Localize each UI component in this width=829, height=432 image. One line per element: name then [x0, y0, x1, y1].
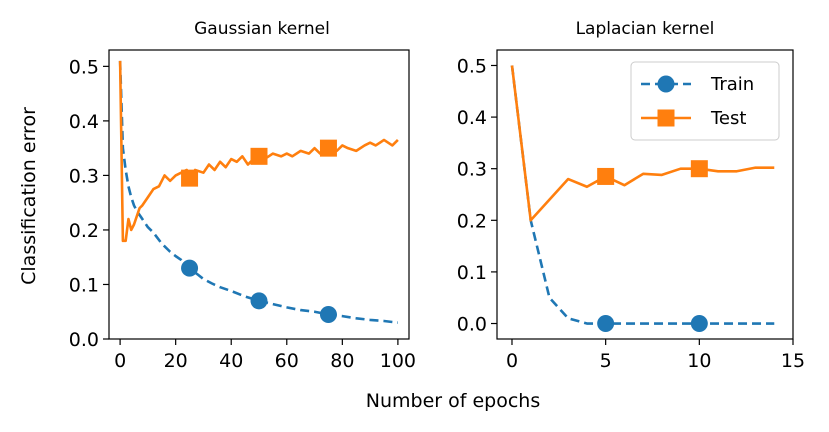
data-point-train	[319, 305, 337, 323]
x-tick-label: 10	[687, 350, 711, 372]
y-tick-label: 0.5	[457, 55, 487, 77]
series-line-test	[118, 60, 399, 243]
x-tick-label: 40	[219, 350, 243, 372]
x-tick-label: 100	[380, 350, 416, 372]
legend-label: Test	[710, 108, 746, 129]
x-tick-label: 0	[506, 350, 518, 372]
plot-frame	[496, 49, 794, 340]
y-tick-label: 0.3	[457, 159, 487, 181]
data-point-test	[690, 160, 708, 178]
y-tick-label: 0.2	[69, 220, 99, 242]
x-tick-label: 20	[164, 350, 188, 372]
y-tick-label: 0.2	[457, 210, 487, 232]
series-line-train	[510, 65, 775, 325]
data-point-train	[250, 292, 268, 310]
x-axis-label: Number of epochs	[366, 390, 540, 412]
y-tick-label: 0.0	[69, 329, 99, 351]
series-line-test	[510, 65, 775, 222]
legend-marker-train	[657, 75, 675, 93]
legend-label: Train	[710, 74, 754, 95]
plot-frame	[108, 49, 410, 340]
y-tick-label: 0.1	[457, 262, 487, 284]
y-tick-label: 0.0	[457, 314, 487, 336]
legend-marker-test	[657, 109, 675, 127]
gaussian-panel: Gaussian kernel Classification error 0 20…	[18, 19, 416, 372]
y-tick-label: 0.3	[69, 165, 99, 187]
x-tick-label: 15	[781, 350, 805, 372]
data-point-train	[181, 259, 199, 277]
y-tick-label: 0.4	[457, 107, 487, 129]
legend-box	[630, 61, 780, 141]
x-tick-label: 80	[330, 350, 354, 372]
series-line-train	[118, 60, 399, 324]
data-point-test	[250, 147, 268, 165]
laplacian-panel: Laplacian kernel 0 5 10 15 0.0 0.1 0.2 0.3 0.4 0.…	[457, 19, 805, 372]
y-axis-label: Classification error	[18, 107, 40, 285]
x-tick-label: 5	[600, 350, 612, 372]
chart-title: Gaussian kernel	[194, 19, 330, 39]
data-point-test	[597, 167, 615, 185]
data-point-train	[690, 315, 708, 333]
data-point-train	[597, 315, 615, 333]
y-tick-label: 0.5	[69, 56, 99, 78]
x-tick-label: 60	[275, 350, 299, 372]
y-tick-label: 0.4	[69, 111, 99, 133]
y-tick-label: 0.1	[69, 274, 99, 296]
x-tick-label: 0	[114, 350, 126, 372]
chart-title: Laplacian kernel	[576, 19, 715, 39]
data-point-test	[319, 139, 337, 157]
data-point-test	[181, 169, 199, 187]
